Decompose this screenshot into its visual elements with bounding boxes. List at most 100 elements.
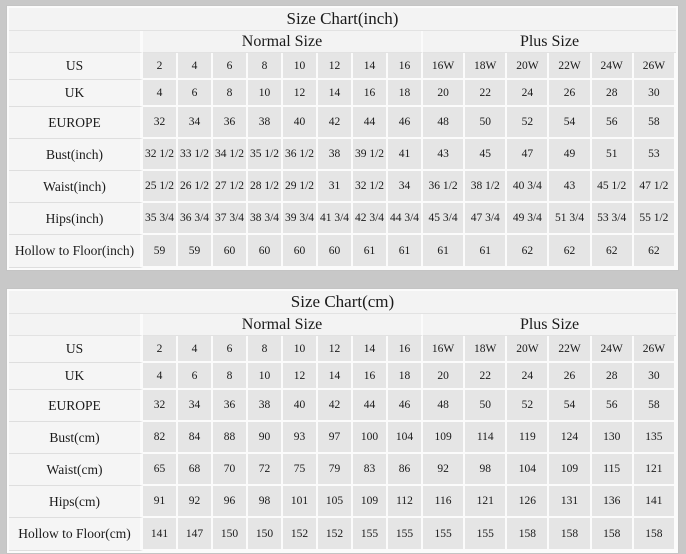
size-value-cell: 70 [213,454,248,486]
size-value-cell: 155 [465,518,508,551]
size-value-cell: 22W [549,53,592,80]
row-label: Hollow to Floor(cm) [9,518,143,551]
size-value-cell: 34 [178,390,213,422]
group-header-normal-size: Normal Size [143,31,423,53]
size-value-cell: 45 1/2 [591,171,634,203]
corner-cell [9,31,143,53]
size-value-cell: 50 [465,390,508,422]
size-value-cell: 28 [591,80,634,107]
size-value-cell: 93 [283,422,318,454]
size-value-cell: 47 3/4 [465,203,508,235]
table-title: Size Chart(inch) [9,8,676,31]
size-value-cell: 25 1/2 [143,171,178,203]
row-label: US [9,336,143,363]
row-label: Hollow to Floor(inch) [9,235,143,268]
size-value-cell: 20 [423,80,466,107]
size-value-cell: 18W [465,336,508,363]
size-value-cell: 38 3/4 [248,203,283,235]
size-value-cell: 65 [143,454,178,486]
row-label: Waist(inch) [9,171,143,203]
size-value-cell: 12 [318,53,353,80]
size-value-cell: 152 [318,518,353,551]
size-value-cell: 4 [178,336,213,363]
size-chart-inch: Size Chart(inch) Normal Size Plus Size U… [6,5,679,271]
size-value-cell: 4 [143,80,178,107]
size-value-cell: 2 [143,336,178,363]
size-value-cell: 8 [213,80,248,107]
size-value-cell: 2 [143,53,178,80]
size-value-cell: 41 3/4 [318,203,353,235]
size-value-cell: 55 1/2 [633,203,676,235]
row-label: UK [9,80,143,107]
size-value-cell: 38 1/2 [465,171,508,203]
size-value-cell: 60 [248,235,283,268]
size-value-cell: 136 [591,486,634,518]
size-value-cell: 61 [388,235,423,268]
size-value-cell: 36 [213,390,248,422]
size-value-cell: 135 [633,422,676,454]
size-value-cell: 62 [507,235,550,268]
size-value-cell: 14 [318,363,353,390]
size-value-cell: 16 [353,363,388,390]
size-value-cell: 60 [213,235,248,268]
size-value-cell: 84 [178,422,213,454]
size-value-cell: 36 [213,107,248,139]
size-value-cell: 24W [591,53,634,80]
size-value-cell: 52 [507,390,550,422]
size-value-cell: 158 [591,518,634,551]
size-value-cell: 26W [633,53,676,80]
size-value-cell: 51 3/4 [549,203,592,235]
size-value-cell: 20W [507,336,550,363]
size-value-cell: 155 [388,518,423,551]
table-row: Size Chart(inch) [9,8,676,31]
size-value-cell: 158 [507,518,550,551]
size-value-cell: 72 [248,454,283,486]
size-value-cell: 88 [213,422,248,454]
size-value-cell: 16 [353,80,388,107]
size-value-cell: 53 3/4 [591,203,634,235]
corner-cell [9,314,143,336]
size-value-cell: 150 [213,518,248,551]
size-value-cell: 43 [423,139,466,171]
size-value-cell: 39 1/2 [353,139,388,171]
size-value-cell: 83 [353,454,388,486]
size-value-cell: 59 [143,235,178,268]
size-value-cell: 92 [178,486,213,518]
size-value-cell: 48 [423,390,466,422]
size-table-inch: Size Chart(inch) Normal Size Plus Size U… [9,8,676,268]
size-value-cell: 97 [318,422,353,454]
table-row: US 2 4 6 8 10 12 14 16 16W 18W 20W 22W 24W 26W [9,336,676,363]
size-value-cell: 26W [633,336,676,363]
table-row: US 2 4 6 8 10 12 14 16 16W 18W 20W 22W 24W 26W [9,53,676,80]
size-value-cell: 121 [465,486,508,518]
size-value-cell: 62 [549,235,592,268]
size-value-cell: 22 [465,80,508,107]
size-value-cell: 38 [318,139,353,171]
size-value-cell: 6 [213,53,248,80]
size-value-cell: 38 [248,390,283,422]
size-value-cell: 59 [178,235,213,268]
size-value-cell: 36 3/4 [178,203,213,235]
size-value-cell: 32 1/2 [143,139,178,171]
size-value-cell: 16 [388,336,423,363]
size-value-cell: 14 [318,80,353,107]
size-value-cell: 52 [507,107,550,139]
size-value-cell: 10 [248,80,283,107]
size-value-cell: 44 [353,390,388,422]
size-value-cell: 53 [633,139,676,171]
size-value-cell: 61 [353,235,388,268]
size-value-cell: 45 [465,139,508,171]
row-label: UK [9,363,143,390]
size-value-cell: 109 [423,422,466,454]
row-label: Waist(cm) [9,454,143,486]
size-value-cell: 158 [549,518,592,551]
size-value-cell: 20W [507,53,550,80]
size-value-cell: 35 3/4 [143,203,178,235]
size-value-cell: 14 [353,336,388,363]
table-title: Size Chart(cm) [9,291,676,314]
size-value-cell: 56 [591,107,634,139]
table-row: Size Chart(cm) [9,291,676,314]
size-value-cell: 8 [248,53,283,80]
size-value-cell: 54 [549,107,592,139]
table-row: UK 4 6 8 10 12 14 16 18 20 22 24 26 28 30 [9,80,676,107]
